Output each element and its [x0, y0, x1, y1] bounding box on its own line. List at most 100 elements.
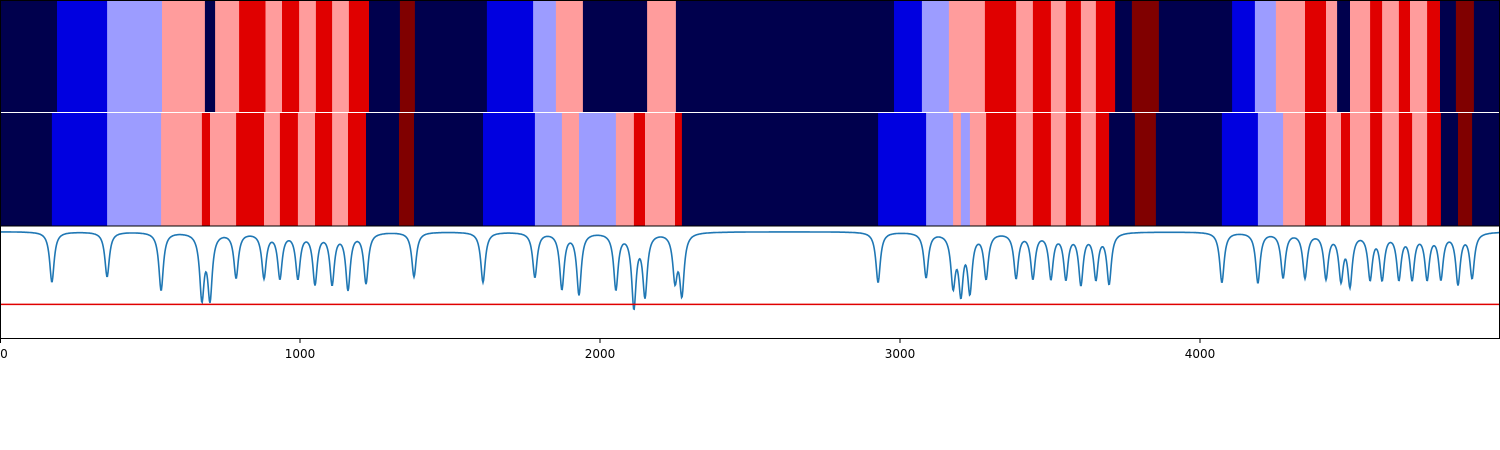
heatmap-cell-r1-3	[161, 112, 203, 226]
heatmap-cell-r1-46	[1350, 112, 1371, 226]
heatmap-cell-r0-5	[215, 0, 240, 113]
heatmap-cell-r0-15	[414, 0, 488, 113]
heatmap-cell-r0-16	[486, 0, 534, 113]
heatmap-cell-r0-35	[1232, 0, 1256, 113]
heatmap-cell-r1-26	[926, 112, 954, 226]
x-tick-label-0: 0	[0, 347, 8, 361]
heatmap-cell-r1-9	[297, 112, 316, 226]
heatmap-cell-r0-8	[282, 0, 300, 113]
heatmap-cell-r1-10	[315, 112, 333, 226]
heatmap-cell-r1-48	[1382, 112, 1400, 226]
heatmap-cell-r1-45	[1341, 112, 1351, 226]
heatmap-cell-r1-15	[414, 112, 484, 226]
heatmap-cell-r1-0	[0, 112, 53, 226]
heatmap-cell-r1-11	[332, 112, 349, 226]
heatmap-cell-r1-4	[201, 112, 211, 226]
heatmap-cell-r0-25	[984, 0, 1017, 113]
heatmap-cell-r1-14	[399, 112, 415, 226]
heatmap-cell-r1-34	[1065, 112, 1082, 226]
heatmap-cell-r1-33	[1050, 112, 1067, 226]
heatmap-cell-r0-17	[533, 0, 557, 113]
heatmap-cell-r1-5	[210, 112, 237, 226]
heatmap-cell-r0-0	[0, 0, 58, 113]
heatmap-cell-r0-41	[1350, 0, 1371, 113]
heatmap-cell-r1-6	[236, 112, 265, 226]
heatmap-cell-r1-42	[1283, 112, 1306, 226]
heatmap-cell-r1-31	[1016, 112, 1034, 226]
heatmap-cell-r0-28	[1050, 0, 1067, 113]
heatmap-cell-r0-44	[1398, 0, 1411, 113]
heatmap-cell-r1-49	[1398, 112, 1413, 226]
heatmap-cell-r0-14	[399, 0, 416, 113]
heatmap-cell-r1-21	[633, 112, 646, 226]
heatmap-cell-r0-43	[1382, 0, 1400, 113]
heatmap-cell-r1-27	[953, 112, 962, 226]
heatmap-cell-r1-1	[51, 112, 108, 226]
heatmap-cell-r0-46	[1427, 0, 1441, 113]
heatmap-cell-r0-19	[582, 0, 648, 113]
heatmap-cell-r1-37	[1109, 112, 1136, 226]
heatmap-cell-r1-29	[969, 112, 987, 226]
heatmap-cell-r0-37	[1275, 0, 1306, 113]
heatmap-cell-r0-6	[239, 0, 266, 113]
heatmap-cell-r0-27	[1032, 0, 1052, 113]
heatmap-cell-r0-45	[1410, 0, 1428, 113]
heatmap-cell-r0-36	[1254, 0, 1277, 113]
heatmap-cell-r1-43	[1305, 112, 1327, 226]
heatmap-cell-r0-4	[204, 0, 216, 113]
heatmap-row-middle	[0, 112, 1500, 226]
heatmap-cell-r1-40	[1221, 112, 1259, 226]
heatmap-cell-r1-12	[348, 112, 367, 226]
heatmap-cell-r0-11	[332, 0, 350, 113]
heatmap-cell-r1-17	[534, 112, 563, 226]
heatmap-cell-r1-50	[1412, 112, 1428, 226]
heatmap-cell-r0-30	[1080, 0, 1097, 113]
heatmap-cell-r1-51	[1427, 112, 1442, 226]
heatmap-cell-r0-22	[894, 0, 923, 113]
heatmap-cell-r1-32	[1032, 112, 1052, 226]
heatmap-cell-r1-19	[579, 112, 617, 226]
heatmap-cell-r0-31	[1095, 0, 1116, 113]
heatmap-cell-r0-24	[948, 0, 986, 113]
x-tick-label-4: 4000	[1185, 347, 1216, 361]
heatmap-cell-r0-49	[1473, 0, 1500, 113]
heatmap-cell-r1-24	[681, 112, 879, 226]
heatmap-row-top	[0, 0, 1500, 113]
heatmap-cell-r1-13	[366, 112, 400, 226]
heatmap-cell-r0-26	[1016, 0, 1034, 113]
heatmap-cell-r0-23	[921, 0, 950, 113]
line-panel	[0, 226, 1500, 338]
heatmap-cell-r0-20	[647, 0, 677, 113]
heatmap-cell-r1-25	[878, 112, 927, 226]
heatmap-cell-r0-18	[555, 0, 584, 113]
heatmap-cell-r1-47	[1370, 112, 1383, 226]
heatmap-cell-r0-47	[1440, 0, 1457, 113]
x-tick-label-3: 3000	[885, 347, 916, 361]
x-tick-label-1: 1000	[285, 347, 316, 361]
heatmap-cell-r1-16	[483, 112, 536, 226]
heatmap-cell-r1-54	[1472, 112, 1500, 226]
heatmap-cell-r1-41	[1257, 112, 1284, 226]
heatmap-cell-r1-8	[279, 112, 299, 226]
heatmap-cell-r1-53	[1458, 112, 1473, 226]
x-tick-label-2: 2000	[585, 347, 616, 361]
heatmap-cell-r0-12	[348, 0, 370, 113]
heatmap-cell-r0-7	[265, 0, 283, 113]
heatmap-cell-r1-39	[1155, 112, 1223, 226]
heatmap-cell-r0-34	[1158, 0, 1233, 113]
heatmap-cell-r0-33	[1131, 0, 1160, 113]
heatmap-cell-r1-2	[107, 112, 162, 226]
heatmap-cell-r1-20	[615, 112, 635, 226]
heatmap-cell-r0-42	[1370, 0, 1383, 113]
heatmap-cell-r1-38	[1134, 112, 1157, 226]
heatmap-cell-r1-44	[1326, 112, 1342, 226]
heatmap-cell-r0-3	[162, 0, 206, 113]
heatmap-cell-r0-39	[1326, 0, 1338, 113]
heatmap-cell-r1-36	[1095, 112, 1110, 226]
heatmap-cell-r1-23	[675, 112, 683, 226]
heatmap-cell-r1-52	[1440, 112, 1459, 226]
heatmap-cell-r0-32	[1115, 0, 1133, 113]
heatmap-cell-r0-21	[675, 0, 895, 113]
heatmap-cell-r1-18	[561, 112, 580, 226]
